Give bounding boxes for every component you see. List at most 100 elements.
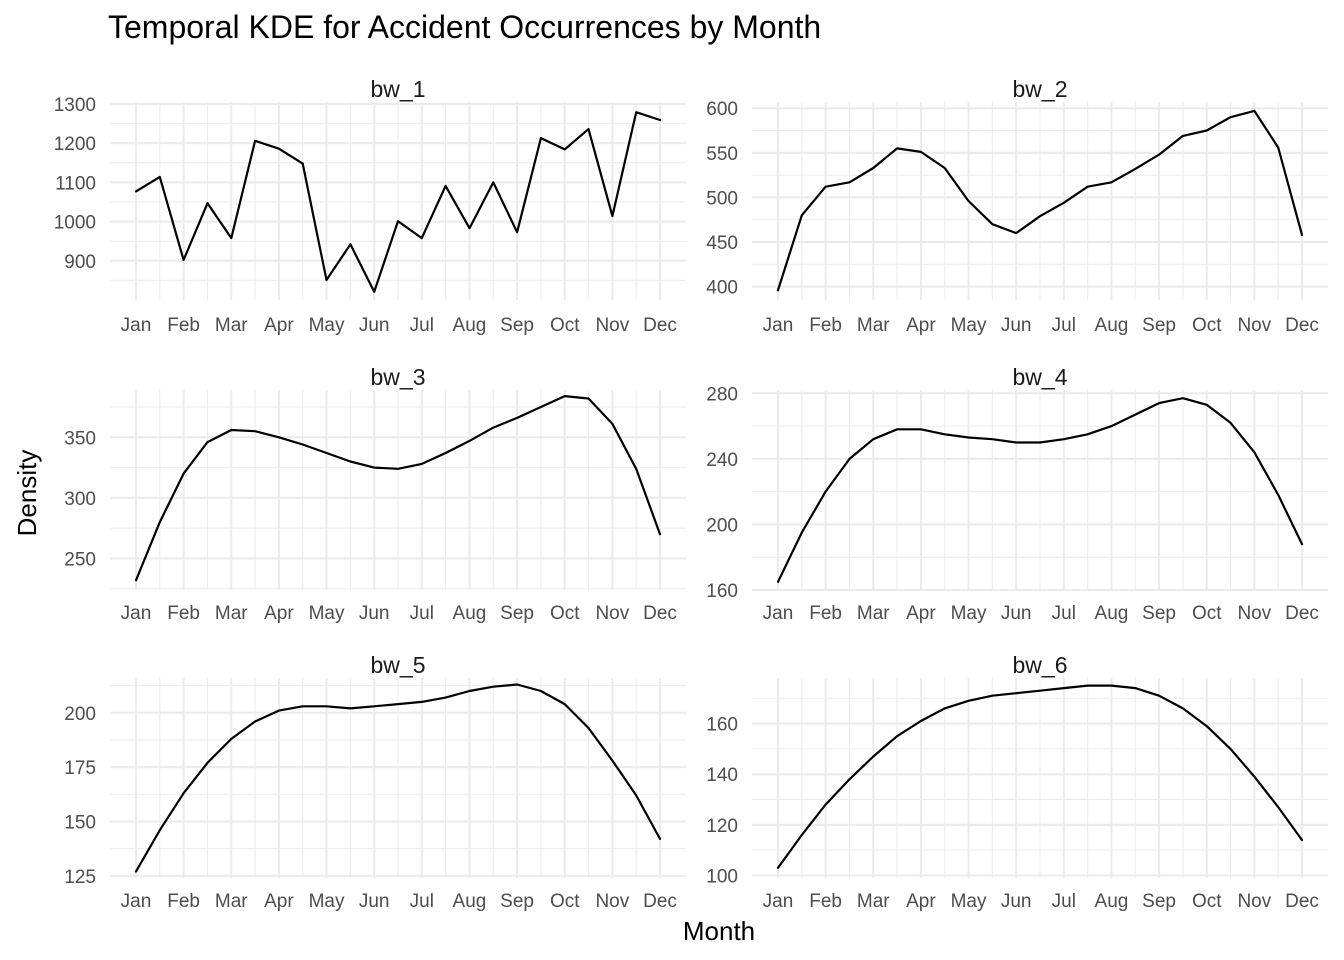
x-tick-label: Jul	[1052, 603, 1076, 624]
x-tick-label: Jun	[359, 891, 390, 912]
series-line-bw_6	[776, 684, 1304, 870]
facet-panels: bw_1 900 1000 1100 1200 1300 Jan Feb Mar Apr May Ju…	[54, 76, 1328, 912]
panel-title: bw_3	[371, 364, 426, 390]
series-line-bw_2	[776, 109, 1304, 292]
chart-title: Temporal KDE for Accident Occurrences by…	[108, 9, 821, 45]
x-tick-label: Oct	[550, 891, 580, 912]
y-tick-label: 900	[64, 252, 96, 273]
x-tick-label: Nov	[595, 315, 629, 336]
y-tick-label: 350	[64, 428, 96, 449]
y-tick-label: 160	[706, 715, 738, 736]
x-tick-label: Oct	[550, 603, 580, 624]
x-tick-label: Oct	[550, 315, 580, 336]
x-tick-label: Aug	[1095, 891, 1129, 912]
x-tick-label: May	[309, 891, 345, 912]
panel-bw_4: bw_4 160 200 240 280 Jan Feb Mar Apr May Jun Jul Aug…	[706, 364, 1328, 624]
series-line-bw_1	[134, 111, 662, 293]
x-tick-label: May	[309, 603, 345, 624]
y-tick-label: 280	[706, 384, 738, 405]
x-tick-label: Feb	[809, 315, 842, 336]
panel-title: bw_1	[371, 76, 426, 102]
x-tick-label: Apr	[264, 891, 294, 912]
x-tick-label: Sep	[500, 315, 534, 336]
y-tick-label: 100	[706, 866, 738, 887]
x-tick-label: Mar	[215, 603, 248, 624]
x-tick-label: Jul	[1052, 315, 1076, 336]
y-tick-label: 125	[64, 867, 96, 888]
x-tick-label: Jan	[763, 891, 794, 912]
x-tick-label: Feb	[809, 603, 842, 624]
y-tick-label: 200	[64, 704, 96, 725]
y-tick-label: 200	[706, 515, 738, 536]
x-tick-label: Jul	[1052, 891, 1076, 912]
x-tick-label: Jan	[763, 315, 794, 336]
y-tick-label: 300	[64, 489, 96, 510]
y-tick-label: 550	[706, 144, 738, 165]
series-line-bw_5	[134, 683, 662, 873]
x-tick-label: Jun	[1001, 315, 1032, 336]
x-tick-label: Sep	[500, 603, 534, 624]
x-tick-label: Feb	[809, 891, 842, 912]
panel-title: bw_6	[1013, 652, 1068, 678]
x-tick-label: Dec	[1285, 603, 1319, 624]
panel-title: bw_4	[1013, 364, 1068, 390]
y-tick-label: 600	[706, 99, 738, 120]
panel-bw_2: bw_2 400 450 500 550 600 Jan Feb Mar Apr May Jun Jul…	[706, 76, 1328, 336]
y-tick-label: 120	[706, 816, 738, 837]
x-tick-label: Apr	[906, 315, 936, 336]
panel-bw_5: bw_5 125 150 175 200 Jan Feb Mar Apr May Jun Jul Aug…	[64, 652, 686, 912]
x-tick-label: Nov	[1237, 315, 1271, 336]
x-tick-label: Aug	[1095, 315, 1129, 336]
x-tick-label: May	[951, 603, 987, 624]
x-tick-label: Sep	[500, 891, 534, 912]
series-line-bw_4	[776, 397, 1304, 583]
x-tick-label: Oct	[1192, 891, 1222, 912]
y-tick-label: 400	[706, 278, 738, 299]
x-tick-label: Mar	[857, 603, 890, 624]
x-tick-label: Jul	[410, 315, 434, 336]
y-tick-label: 1200	[54, 134, 96, 155]
y-tick-label: 150	[64, 812, 96, 833]
x-tick-label: Jan	[763, 603, 794, 624]
x-tick-label: Apr	[264, 315, 294, 336]
y-tick-label: 240	[706, 450, 738, 471]
x-tick-label: Apr	[906, 603, 936, 624]
x-tick-label: Sep	[1142, 891, 1176, 912]
x-tick-label: Oct	[1192, 603, 1222, 624]
panel-title: bw_5	[371, 652, 426, 678]
x-tick-label: Dec	[1285, 891, 1319, 912]
y-tick-label: 1300	[54, 95, 96, 116]
y-tick-label: 1000	[54, 213, 96, 234]
x-tick-label: Jul	[410, 603, 434, 624]
x-tick-label: May	[951, 891, 987, 912]
x-tick-label: Jun	[1001, 891, 1032, 912]
x-tick-label: Mar	[857, 315, 890, 336]
x-tick-label: Dec	[1285, 315, 1319, 336]
panel-bw_3: bw_3 250 300 350 Jan Feb Mar Apr May Jun Jul Aug Sep…	[64, 364, 686, 624]
x-tick-label: Apr	[264, 603, 294, 624]
x-tick-label: Sep	[1142, 603, 1176, 624]
x-tick-label: Feb	[167, 891, 200, 912]
y-tick-label: 500	[706, 188, 738, 209]
y-tick-label: 175	[64, 758, 96, 779]
x-tick-label: Jun	[359, 315, 390, 336]
x-tick-label: Nov	[1237, 603, 1271, 624]
x-tick-label: Mar	[215, 315, 248, 336]
x-tick-label: Dec	[643, 603, 677, 624]
x-tick-label: Jan	[121, 315, 152, 336]
x-tick-label: Jan	[121, 603, 152, 624]
x-tick-label: Jan	[121, 891, 152, 912]
y-tick-label: 1100	[55, 173, 96, 194]
y-tick-label: 250	[64, 549, 96, 570]
x-tick-label: Aug	[453, 603, 487, 624]
x-tick-label: Apr	[906, 891, 936, 912]
x-tick-label: Dec	[643, 315, 677, 336]
x-tick-label: Sep	[1142, 315, 1176, 336]
x-axis-title: Month	[683, 916, 755, 946]
x-tick-label: Feb	[167, 603, 200, 624]
x-tick-label: Feb	[167, 315, 200, 336]
x-tick-label: May	[951, 315, 987, 336]
x-tick-label: Aug	[1095, 603, 1129, 624]
y-axis-title: Density	[12, 450, 42, 537]
